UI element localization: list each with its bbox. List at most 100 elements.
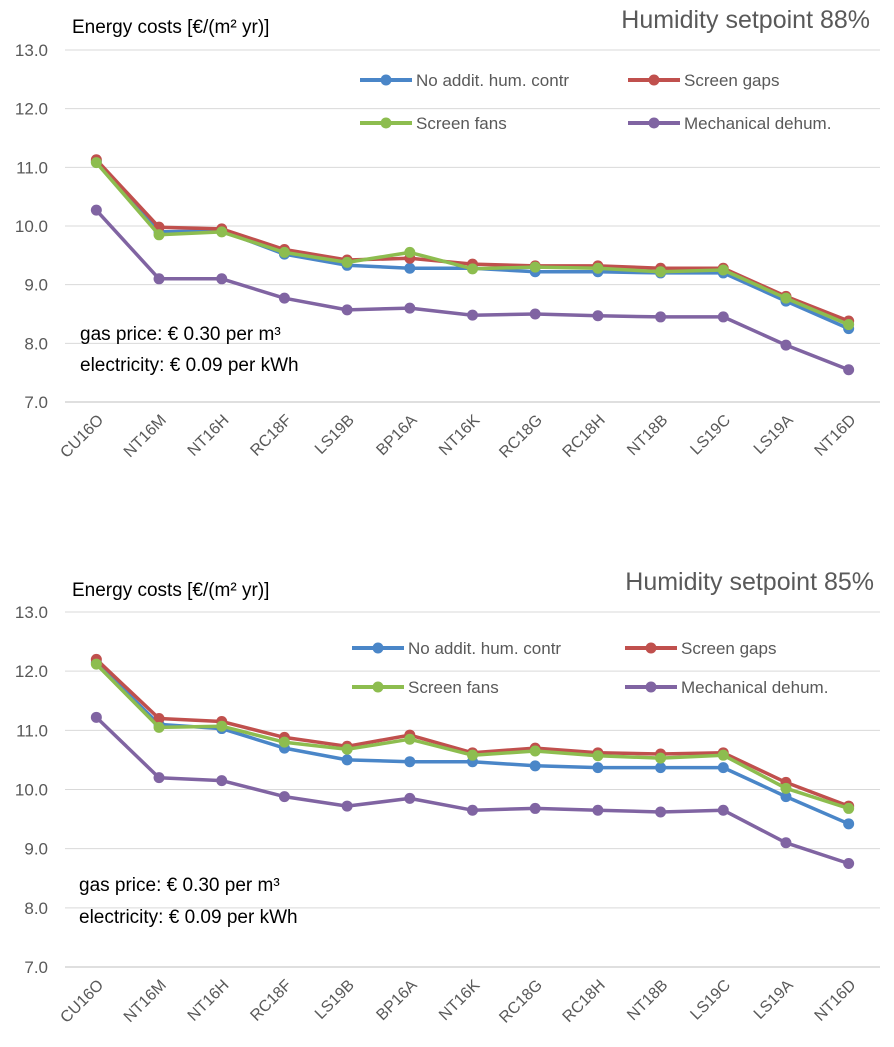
x-axis-ticks: CU16O NT16M NT16H RC18F LS19B BP16A NT16K RC18G… <box>57 977 859 1027</box>
annotation-text: gas price: € 0.30 per m³ <box>80 324 281 345</box>
legend-swatch-marker <box>380 74 392 86</box>
series-line <box>94 715 851 866</box>
data-point <box>780 791 792 803</box>
legend-swatch-marker <box>645 642 657 654</box>
series-screen-fans <box>90 157 855 331</box>
legend: No addit. hum. contr Screen gaps Screen fa… <box>360 71 831 133</box>
y-tick-label: 11.0 <box>16 721 48 740</box>
legend-swatch-marker <box>648 74 660 86</box>
annotation-text: gas price: € 0.30 per m³ <box>79 875 280 896</box>
x-tick-label: LS19B <box>312 977 358 1023</box>
data-point <box>467 263 478 275</box>
data-point <box>529 308 541 320</box>
annotation-text: electricity: € 0.09 per kWh <box>79 907 298 928</box>
data-point <box>278 791 290 803</box>
data-point <box>404 756 416 768</box>
data-point <box>467 309 478 321</box>
data-point <box>843 319 855 331</box>
data-point <box>90 204 102 216</box>
data-point <box>529 261 541 273</box>
data-point <box>592 762 604 774</box>
y-tick-label: 10.0 <box>15 217 48 236</box>
legend-label: Mechanical dehum. <box>681 678 828 697</box>
legend-label: Screen fans <box>416 114 507 133</box>
legend-item: Mechanical dehum. <box>625 678 828 697</box>
data-point <box>655 752 667 764</box>
annotations: gas price: € 0.30 per m³ electricity: € 0… <box>79 875 298 928</box>
data-point <box>529 760 541 772</box>
data-point <box>216 226 228 238</box>
y-tick-label: 7.0 <box>24 393 48 412</box>
y-axis-label: Energy costs [€/(m² yr)] <box>72 17 269 38</box>
data-point <box>843 818 855 830</box>
x-tick-label: NT16H <box>185 977 233 1025</box>
x-tick-label: NT16K <box>436 977 483 1024</box>
chart-panel-88: 7.0 8.0 9.0 10.0 11.0 12.0 13.0 CU16O NT16M NT16H… <box>0 0 894 520</box>
legend-item: No addit. hum. contr <box>360 71 569 90</box>
legend-item: Screen fans <box>360 114 507 133</box>
x-tick-label: NT18B <box>624 412 671 459</box>
x-tick-label: NT16D <box>812 977 860 1025</box>
y-tick-label: 8.0 <box>24 334 48 353</box>
y-tick-label: 9.0 <box>24 276 48 295</box>
x-axis-ticks: CU16O NT16M NT16H RC18F LS19B BP16A NT16K RC18G… <box>57 412 859 462</box>
chart-title: Humidity setpoint 88% <box>621 6 870 34</box>
data-point <box>341 256 353 268</box>
legend-swatch-marker <box>380 117 392 129</box>
data-point <box>655 266 667 278</box>
data-point <box>780 339 792 351</box>
data-point <box>780 292 792 304</box>
data-point <box>153 772 165 784</box>
legend-label: No addit. hum. contr <box>408 639 561 658</box>
y-tick-label: 7.0 <box>24 958 48 977</box>
series-screen-fans <box>90 658 855 814</box>
data-point <box>278 736 290 748</box>
data-point <box>153 721 165 733</box>
y-tick-label: 9.0 <box>24 840 48 859</box>
x-tick-label: LS19C <box>687 977 734 1024</box>
data-point <box>404 792 416 804</box>
y-tick-label: 12.0 <box>15 662 48 681</box>
data-point <box>90 157 102 169</box>
y-axis-ticks: 7.0 8.0 9.0 10.0 11.0 12.0 13.0 <box>15 603 48 977</box>
data-point <box>717 311 729 323</box>
series-line <box>94 157 851 323</box>
x-tick-label: BP16A <box>373 412 420 459</box>
y-tick-label: 11.0 <box>16 158 48 177</box>
annotation-text: electricity: € 0.09 per kWh <box>80 355 299 376</box>
data-point <box>216 720 228 732</box>
data-point <box>216 775 228 787</box>
data-point <box>529 802 541 814</box>
data-point <box>153 229 165 241</box>
data-point <box>404 733 416 745</box>
annotations: gas price: € 0.30 per m³ electricity: € 0… <box>80 324 299 376</box>
chart-title: Humidity setpoint 85% <box>625 568 874 596</box>
x-tick-label: NT18B <box>624 977 671 1024</box>
data-point <box>843 857 855 869</box>
legend-label: No addit. hum. contr <box>416 71 569 90</box>
y-tick-label: 13.0 <box>15 41 48 60</box>
data-point <box>341 800 353 812</box>
series-no-addit-hum-contr <box>90 155 855 335</box>
data-point <box>529 745 541 757</box>
gridlines <box>65 611 880 968</box>
legend-swatch-marker <box>372 681 384 693</box>
data-point <box>780 782 792 794</box>
data-point <box>592 262 604 274</box>
x-tick-label: NT16D <box>812 412 860 460</box>
data-point <box>341 743 353 755</box>
data-point <box>467 749 478 761</box>
data-point <box>717 264 729 276</box>
y-tick-label: 8.0 <box>24 899 48 918</box>
y-tick-label: 12.0 <box>15 100 48 119</box>
x-tick-label: LS19A <box>751 977 797 1023</box>
data-point <box>90 658 102 670</box>
x-tick-label: LS19B <box>312 412 358 458</box>
data-point <box>404 246 416 258</box>
data-point <box>843 802 855 814</box>
x-tick-label: NT16M <box>121 977 170 1026</box>
data-point <box>153 713 165 724</box>
legend-item: Screen fans <box>352 678 499 697</box>
x-tick-label: RC18G <box>496 412 546 462</box>
data-point <box>90 711 102 723</box>
